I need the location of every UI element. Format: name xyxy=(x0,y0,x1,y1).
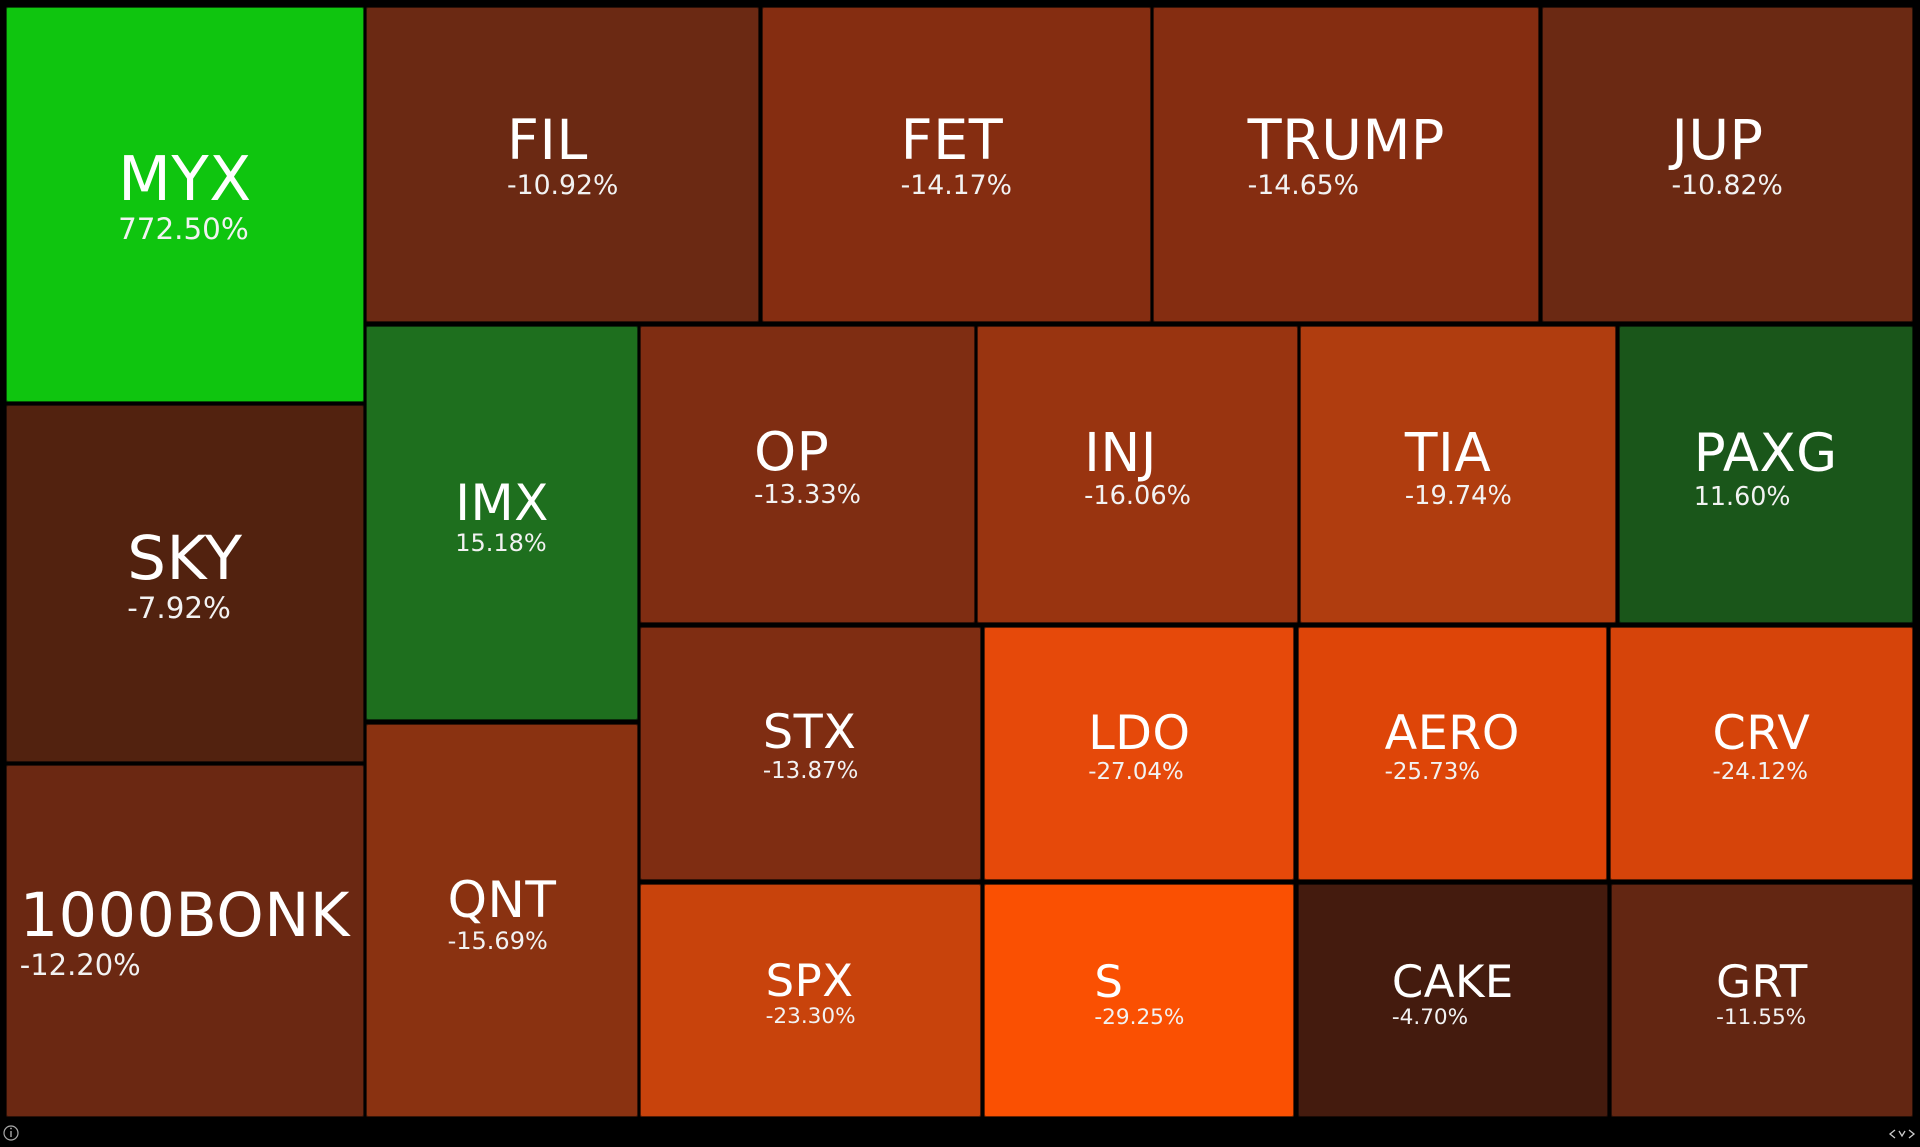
tile-label-group: TIA -19.74% xyxy=(1404,420,1512,512)
tile-symbol: IMX xyxy=(455,473,549,532)
tile-label-group: STX -13.87% xyxy=(763,708,858,785)
tile[interactable]: TRUMP -14.65% xyxy=(1153,7,1540,323)
tile[interactable]: PAXG 11.60% xyxy=(1618,325,1913,624)
tile-change: 772.50% xyxy=(118,211,249,246)
tile-change: -14.65% xyxy=(1247,170,1359,202)
tile-symbol: PAXG xyxy=(1693,422,1838,484)
tile-symbol: GRT xyxy=(1716,954,1808,1008)
tile-change: -13.87% xyxy=(762,758,859,785)
tile-change: -15.69% xyxy=(447,926,548,955)
tile-change: -23.30% xyxy=(765,1004,856,1030)
tile-label-group: FIL -10.92% xyxy=(506,107,619,202)
tile-change: -25.73% xyxy=(1384,758,1481,785)
tile-change: -14.17% xyxy=(900,170,1012,202)
tile-label-group: S -29.25% xyxy=(1094,958,1184,1031)
tile-symbol: 1000BONK xyxy=(19,880,350,951)
tile[interactable]: OP -13.33% xyxy=(640,325,975,624)
tile-symbol: MYX xyxy=(118,143,252,215)
tile-label-group: CAKE -4.70% xyxy=(1392,958,1514,1031)
tile-label-group: SPX -23.30% xyxy=(766,957,856,1030)
tile-change: -4.70% xyxy=(1391,1004,1469,1030)
tile-change: 15.18% xyxy=(455,529,547,558)
tile-symbol: QNT xyxy=(447,871,557,930)
info-icon[interactable] xyxy=(3,1125,19,1141)
tile-change: -27.04% xyxy=(1088,758,1184,785)
expand-icon[interactable] xyxy=(1898,1130,1906,1138)
prev-icon[interactable] xyxy=(1888,1129,1896,1139)
tile-label-group: FET -14.17% xyxy=(900,107,1012,202)
tile[interactable]: IMX 15.18% xyxy=(366,325,638,720)
tile-symbol: AERO xyxy=(1384,705,1520,761)
tile-symbol: INJ xyxy=(1084,420,1157,484)
tile-change: -11.55% xyxy=(1716,1005,1807,1031)
tile[interactable]: FET -14.17% xyxy=(761,7,1151,323)
tile-label-group: GRT -11.55% xyxy=(1716,958,1808,1031)
tile[interactable]: INJ -16.06% xyxy=(977,325,1298,624)
tile-label-group: PAXG 11.60% xyxy=(1694,426,1838,512)
tile[interactable]: JUP -10.82% xyxy=(1541,7,1913,323)
tile-label-group: QNT -15.69% xyxy=(448,874,557,955)
tile-label-group: AERO -25.73% xyxy=(1384,705,1520,786)
tile-symbol: SKY xyxy=(127,522,243,594)
tile[interactable]: MYX 772.50% xyxy=(6,7,364,402)
tile-change: -13.33% xyxy=(754,480,861,511)
tile[interactable]: SPX -23.30% xyxy=(640,884,981,1117)
tile-symbol: OP xyxy=(754,420,830,484)
tile-change: -19.74% xyxy=(1404,480,1512,511)
tile-symbol: LDO xyxy=(1088,705,1191,761)
tile-label-group: SKY -7.92% xyxy=(127,522,243,626)
tile-label-group: TRUMP -14.65% xyxy=(1247,107,1445,202)
tile[interactable]: SKY -7.92% xyxy=(6,405,364,762)
tile-symbol: TRUMP xyxy=(1247,107,1445,173)
tile-symbol: SPX xyxy=(765,954,854,1008)
tile[interactable]: 1000BONK -12.20% xyxy=(6,765,364,1117)
tile[interactable]: STX -13.87% xyxy=(640,626,981,881)
tile-change: 11.60% xyxy=(1693,481,1791,512)
tile[interactable]: GRT -11.55% xyxy=(1611,884,1913,1117)
tile-symbol: TIA xyxy=(1404,420,1492,484)
tile-symbol: FIL xyxy=(506,107,588,173)
info-icon-dot xyxy=(10,1127,12,1130)
tile[interactable]: LDO -27.04% xyxy=(984,626,1295,881)
tile-symbol: CAKE xyxy=(1391,954,1514,1008)
tile-change: -12.20% xyxy=(19,948,141,983)
tile-label-group: MYX 772.50% xyxy=(118,143,252,247)
tile-label-group: INJ -16.06% xyxy=(1084,420,1191,512)
tile-change: -10.92% xyxy=(506,170,619,202)
tile-label-group: LDO -27.04% xyxy=(1088,705,1191,786)
tile[interactable]: CRV -24.12% xyxy=(1610,626,1913,881)
tile[interactable]: QNT -15.69% xyxy=(366,723,638,1117)
tile-change: -24.12% xyxy=(1712,758,1808,785)
tile-symbol: S xyxy=(1094,954,1124,1008)
tile[interactable]: TIA -19.74% xyxy=(1300,325,1617,624)
tile-change: -10.82% xyxy=(1671,170,1783,202)
tile[interactable]: S -29.25% xyxy=(984,884,1295,1117)
tile-label-group: IMX 15.18% xyxy=(455,477,549,558)
footer-bar xyxy=(3,1125,1916,1141)
tile-change: -29.25% xyxy=(1094,1004,1185,1030)
tile-label-group: JUP -10.82% xyxy=(1671,108,1783,202)
tile-label-group: OP -13.33% xyxy=(754,424,861,511)
tile-symbol: STX xyxy=(762,705,857,761)
tile-symbol: CRV xyxy=(1712,705,1811,761)
tile[interactable]: CAKE -4.70% xyxy=(1297,884,1608,1117)
tile[interactable]: AERO -25.73% xyxy=(1297,626,1607,881)
tile-symbol: FET xyxy=(900,107,1004,173)
tile[interactable]: FIL -10.92% xyxy=(366,7,760,323)
tile-symbol: JUP xyxy=(1671,108,1764,174)
tile-change: -16.06% xyxy=(1084,480,1191,511)
next-icon[interactable] xyxy=(1908,1129,1916,1139)
tile-change: -7.92% xyxy=(127,590,231,625)
tile-label-group: 1000BONK -12.20% xyxy=(19,880,350,983)
tile-label-group: CRV -24.12% xyxy=(1712,705,1811,786)
